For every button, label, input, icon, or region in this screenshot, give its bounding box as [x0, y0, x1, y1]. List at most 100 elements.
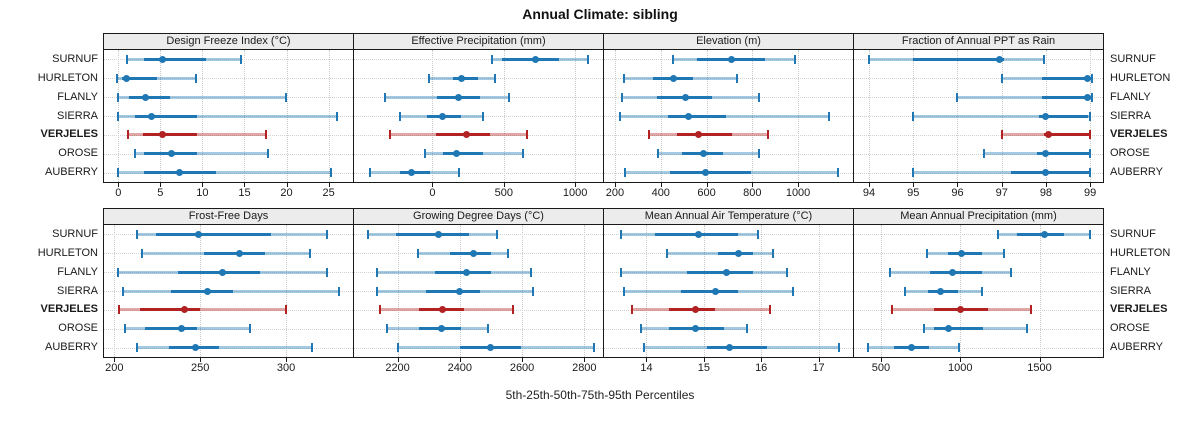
whisker-cap-high	[326, 267, 329, 277]
whisker-cap-low	[620, 92, 623, 102]
percentile-range-25-75	[501, 57, 560, 61]
whisker-cap-high	[587, 54, 590, 64]
site-label-right: AUBERRY	[1110, 341, 1163, 354]
whisker-cap-low	[642, 343, 645, 353]
whisker-cap-low	[1000, 130, 1003, 140]
whisker-cap-low	[123, 324, 126, 334]
site-label-left: OROSE	[58, 322, 98, 335]
whisker-cap-high	[457, 168, 460, 178]
row-guide	[604, 116, 853, 117]
panel-strip-mean-annual-air-temperature-c: Mean Annual Air Temperature (°C)	[603, 208, 854, 225]
median-dot	[728, 55, 736, 63]
whisker-cap-high	[837, 343, 840, 353]
site-label-right: HURLETON	[1110, 71, 1171, 84]
site-label-left: AUBERRY	[45, 341, 98, 354]
whisker-cap-high	[1091, 92, 1094, 102]
median-dot	[1084, 93, 1092, 101]
percentile-range-25-75	[1037, 152, 1091, 156]
median-dot	[203, 287, 211, 295]
whisker-cap-high	[496, 229, 499, 239]
site-label-left: OROSE	[58, 147, 98, 160]
whisker-cap-high	[336, 111, 339, 121]
axis-tick	[244, 183, 246, 187]
row-guide	[354, 78, 603, 80]
median-dot	[691, 325, 699, 333]
whisker-cap-high	[1091, 73, 1094, 83]
panel-plot-elevation-m	[603, 49, 854, 183]
whisker-cap-low	[925, 248, 928, 258]
site-label-left: FLANLY	[57, 90, 98, 103]
axis-tick	[522, 358, 524, 362]
panel-title: Frost-Free Days	[188, 210, 269, 222]
whisker-cap-low	[648, 130, 651, 140]
axis-tick-label: 99	[1084, 187, 1097, 199]
figure-caption: 5th-25th-50th-75th-95th Percentiles	[505, 388, 695, 402]
whisker-cap-low	[867, 343, 870, 353]
whisker-cap-low	[399, 111, 402, 121]
axis-tick-label: 0	[115, 187, 122, 199]
whisker-cap-low	[912, 168, 915, 178]
whisker-cap-low	[127, 130, 130, 140]
site-label-right: VERJELES	[1110, 303, 1168, 316]
axis-tick	[1001, 183, 1003, 187]
median-dot	[176, 169, 184, 177]
whisker-cap-low	[125, 54, 128, 64]
axis-tick	[503, 183, 505, 187]
panel-plot-mean-annual-precipitation-mm	[853, 224, 1104, 358]
median-dot	[148, 112, 156, 120]
axis-tick-label: 250	[190, 362, 210, 374]
axis-tick-label: 800	[743, 187, 762, 199]
whisker-cap-low	[1000, 73, 1003, 83]
axis-tick-label: 1000	[948, 362, 973, 374]
whisker-cap-high	[330, 168, 333, 178]
panel-title: Growing Degree Days (°C)	[413, 210, 544, 222]
panel-title: Effective Precipitation (mm)	[411, 35, 546, 47]
whisker-cap-low	[389, 130, 392, 140]
site-label-left: SIERRA	[57, 284, 98, 297]
percentile-range-25-75	[1017, 232, 1065, 236]
percentile-range-5-95	[118, 171, 332, 175]
whisker-cap-low	[983, 149, 986, 159]
row-guide	[104, 328, 353, 330]
percentile-range-25-75	[143, 57, 206, 61]
whisker-cap-low	[619, 229, 622, 239]
axis-tick	[614, 183, 616, 187]
row-guide	[354, 116, 603, 117]
whisker-cap-high	[1042, 54, 1045, 64]
median-dot	[694, 230, 702, 238]
median-dot	[944, 325, 952, 333]
axis-tick	[397, 358, 399, 362]
median-dot	[191, 344, 199, 352]
median-dot	[701, 169, 709, 177]
median-dot	[1042, 112, 1050, 120]
axis-tick-label: 96	[951, 187, 964, 199]
median-dot	[734, 249, 742, 257]
whisker-cap-low	[117, 92, 120, 102]
whisker-cap-high	[793, 54, 796, 64]
whisker-cap-low	[134, 149, 137, 159]
axis-tick-label: 10	[196, 187, 209, 199]
percentile-range-25-75	[145, 327, 197, 331]
axis-tick	[459, 358, 461, 362]
whisker-cap-low	[623, 73, 626, 83]
panel-title: Design Freeze Index (°C)	[166, 35, 291, 47]
panel-mean-annual-air-temperature-c: Mean Annual Air Temperature (°C)	[603, 208, 854, 358]
axis-tick	[660, 183, 662, 187]
panel-plot-frost-free-days	[103, 224, 354, 358]
site-label-right: FLANLY	[1110, 90, 1151, 103]
axis-tick-label: 16	[755, 362, 768, 374]
whisker-cap-low	[118, 305, 121, 315]
whisker-cap-low	[619, 267, 622, 277]
axis-tick-label: 25	[322, 187, 335, 199]
whisker-cap-low	[367, 229, 369, 239]
whisker-cap-low	[135, 343, 138, 353]
panel-strip-fraction-of-annual-ppt-as-rain: Fraction of Annual PPT as Rain	[853, 33, 1104, 50]
median-dot	[141, 93, 149, 101]
median-dot	[439, 306, 447, 314]
percentile-range-25-75	[667, 114, 726, 118]
whisker-cap-high	[1089, 111, 1092, 121]
median-dot	[123, 74, 131, 82]
whisker-cap-high	[309, 248, 312, 258]
percentile-range-25-75	[170, 289, 233, 293]
whisker-cap-high	[786, 267, 789, 277]
